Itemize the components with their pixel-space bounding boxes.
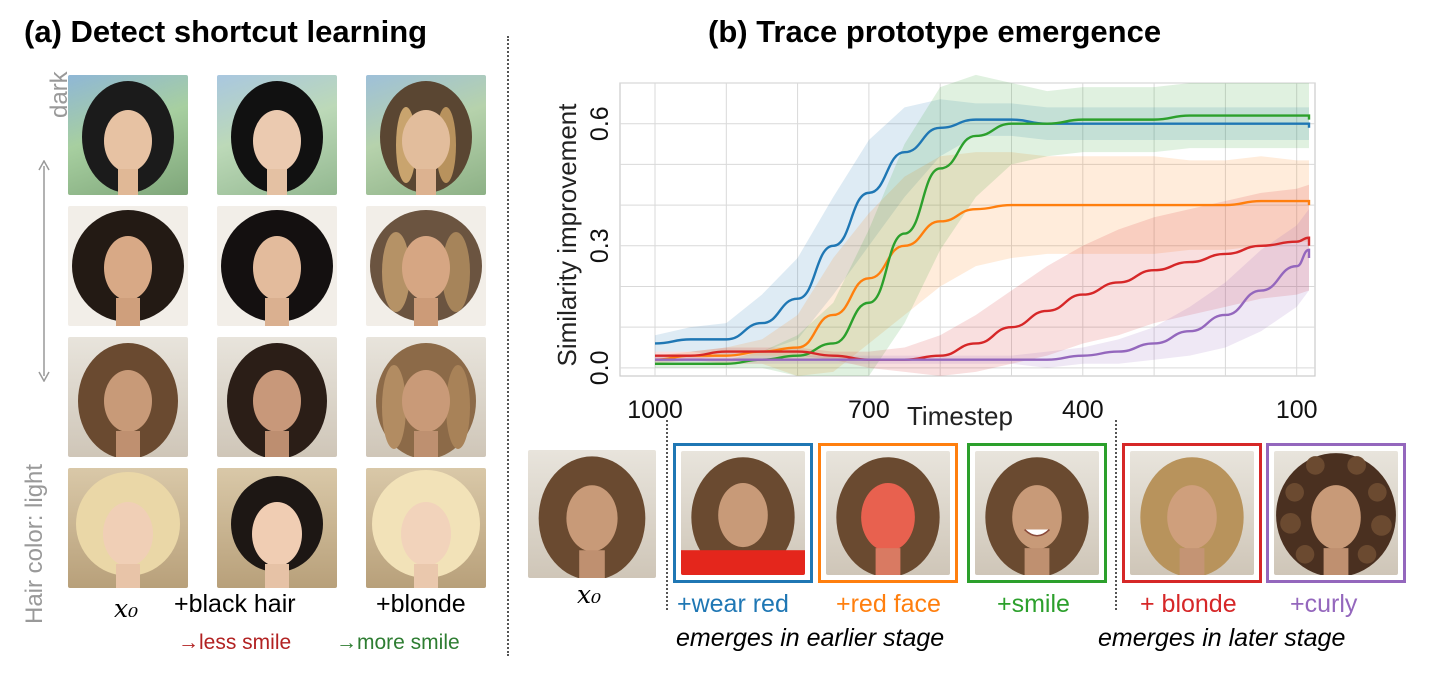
x0-face-image bbox=[528, 450, 656, 578]
band-3 bbox=[655, 184, 1309, 376]
x0-label: x₀ bbox=[577, 580, 602, 609]
face-image bbox=[217, 468, 337, 588]
x-tick-label: 400 bbox=[1062, 396, 1104, 424]
panel-b-title: (b) Trace prototype emergence bbox=[708, 14, 1162, 49]
stage-divider-left bbox=[666, 420, 668, 610]
band-2 bbox=[655, 74, 1309, 376]
col-label-black-hair: +black hair bbox=[174, 590, 296, 618]
y-tick-label: 0.3 bbox=[586, 228, 614, 263]
confidence-bands bbox=[655, 74, 1309, 376]
tick-labels: 1000 700 400 100 0.0 0.3 0.6 bbox=[586, 106, 1318, 424]
face-image bbox=[681, 451, 805, 575]
panel-a-side-arrow bbox=[38, 159, 50, 383]
label-wear-red: +wear red bbox=[677, 590, 789, 618]
face-image bbox=[826, 451, 950, 575]
face-image bbox=[217, 206, 337, 326]
y-tick-label: 0.0 bbox=[586, 350, 614, 385]
col-label-x0: x₀ bbox=[114, 594, 139, 623]
sub-label-more-smile: →more smile bbox=[336, 631, 460, 654]
series-line-3 bbox=[655, 236, 1311, 361]
label-blonde: + blonde bbox=[1140, 590, 1237, 618]
series-lines bbox=[654, 114, 1311, 365]
frame-smile bbox=[967, 443, 1107, 583]
face-image bbox=[1274, 451, 1398, 575]
face-image bbox=[366, 206, 486, 326]
x-axis-label: Timestep bbox=[907, 401, 1013, 431]
panel-divider bbox=[507, 36, 509, 656]
series-line-4 bbox=[654, 248, 1311, 361]
panel-a-side-label-bottom: Hair color: light bbox=[21, 463, 48, 624]
sub-label-less-smile: →less smile bbox=[178, 631, 292, 654]
face-image bbox=[366, 337, 486, 457]
face-image bbox=[217, 75, 337, 195]
frame-blonde bbox=[1122, 443, 1262, 583]
face-image bbox=[975, 451, 1099, 575]
stage-divider-right bbox=[1115, 420, 1117, 610]
face-image bbox=[68, 75, 188, 195]
band-1 bbox=[655, 152, 1309, 376]
face-image bbox=[68, 468, 188, 588]
frame-red-face bbox=[818, 443, 958, 583]
face-image bbox=[1130, 451, 1254, 575]
stage-later-label: emerges in later stage bbox=[1098, 624, 1346, 652]
x-tick-label: 700 bbox=[848, 396, 890, 424]
y-axis-label: Similarity improvement bbox=[552, 103, 582, 367]
series-line-2 bbox=[654, 114, 1311, 365]
band-0 bbox=[655, 99, 1309, 356]
frame-wear-red bbox=[673, 443, 813, 583]
label-curly: +curly bbox=[1290, 590, 1358, 618]
stage-earlier-label: emerges in earlier stage bbox=[676, 624, 945, 652]
y-tick-label: 0.6 bbox=[586, 106, 614, 141]
face-image bbox=[366, 468, 486, 588]
face-image bbox=[68, 206, 188, 326]
x-tick-label: 100 bbox=[1276, 396, 1318, 424]
series-line-0 bbox=[654, 118, 1311, 345]
label-red-face: +red face bbox=[836, 590, 941, 618]
col-label-blonde: +blonde bbox=[376, 590, 466, 618]
similarity-chart: 1000 700 400 100 0.0 0.3 0.6 Timestep Similari… bbox=[552, 74, 1318, 431]
panel-a-title: (a) Detect shortcut learning bbox=[24, 14, 428, 49]
x-tick-label: 1000 bbox=[627, 396, 683, 424]
label-smile: +smile bbox=[997, 590, 1070, 618]
face-image bbox=[366, 75, 486, 195]
face-image bbox=[68, 337, 188, 457]
frame-curly bbox=[1266, 443, 1406, 583]
face-image bbox=[217, 337, 337, 457]
